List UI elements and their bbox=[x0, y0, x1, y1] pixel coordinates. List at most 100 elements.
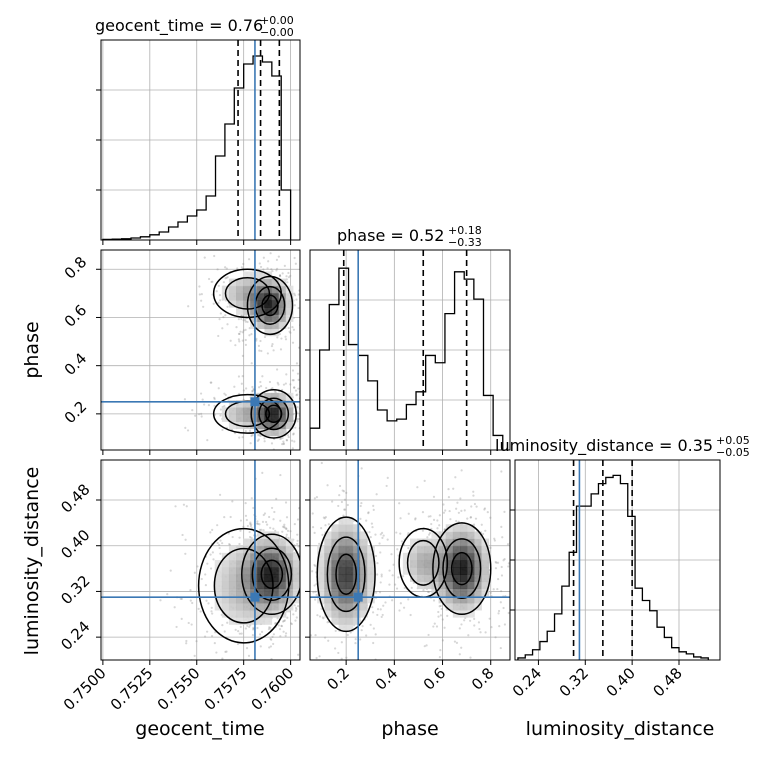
sample-point bbox=[201, 398, 204, 401]
density-x-tick-label: 0.4 bbox=[372, 664, 402, 694]
density-cell bbox=[228, 581, 237, 590]
density-cell bbox=[243, 552, 251, 561]
sample-point bbox=[427, 515, 430, 518]
sample-point bbox=[305, 496, 307, 498]
sample-point bbox=[212, 558, 215, 561]
sample-point bbox=[311, 615, 313, 617]
sample-point bbox=[371, 611, 375, 614]
sample-point bbox=[343, 508, 346, 511]
density-cell bbox=[271, 428, 280, 437]
title-phase-minus: −0.33 bbox=[448, 236, 482, 249]
sample-point bbox=[258, 262, 261, 265]
sample-point bbox=[257, 344, 260, 347]
sample-point bbox=[384, 601, 387, 604]
sample-point bbox=[305, 581, 307, 583]
sample-point bbox=[286, 616, 289, 619]
density-cell bbox=[257, 560, 265, 568]
title-luminosity-distance-plus: +0.05 bbox=[716, 434, 750, 447]
sample-point bbox=[297, 378, 300, 381]
sample-point bbox=[276, 267, 279, 270]
sample-point bbox=[224, 277, 227, 280]
sample-point bbox=[302, 571, 304, 573]
density-cell bbox=[431, 531, 440, 540]
density-cell bbox=[467, 567, 475, 575]
sample-point bbox=[423, 645, 426, 648]
sample-point bbox=[438, 605, 441, 608]
density-plot-area bbox=[101, 250, 304, 450]
sample-point bbox=[262, 513, 265, 517]
sample-point bbox=[206, 439, 209, 442]
sample-point bbox=[209, 531, 212, 534]
sample-point bbox=[224, 650, 227, 653]
sample-point bbox=[323, 687, 325, 689]
sample-point bbox=[302, 669, 304, 671]
sample-point bbox=[388, 569, 391, 572]
sample-point bbox=[391, 574, 394, 577]
sample-point bbox=[279, 274, 282, 278]
sample-point bbox=[250, 333, 253, 336]
density-cell bbox=[360, 552, 368, 561]
sample-point bbox=[251, 385, 254, 389]
sample-point bbox=[285, 536, 288, 539]
sample-point bbox=[236, 267, 239, 270]
density-cell bbox=[317, 560, 325, 568]
density-cell bbox=[285, 400, 294, 408]
density-cell bbox=[250, 285, 258, 294]
sample-point bbox=[493, 539, 496, 542]
sample-point bbox=[337, 504, 340, 508]
sample-point bbox=[516, 525, 518, 527]
sample-point bbox=[278, 437, 282, 440]
density-cell bbox=[360, 531, 368, 540]
sample-point bbox=[327, 639, 330, 642]
density-y-tick-label: 0.32 bbox=[57, 572, 93, 608]
density-cell bbox=[292, 567, 300, 575]
density-cell bbox=[271, 285, 280, 294]
density-cell bbox=[257, 617, 265, 625]
sample-point bbox=[238, 536, 241, 539]
sample-point bbox=[209, 567, 213, 570]
sample-point bbox=[320, 527, 323, 530]
density-cell bbox=[221, 567, 230, 575]
sample-point bbox=[407, 598, 410, 601]
sample-point bbox=[345, 491, 348, 494]
sample-point bbox=[252, 626, 255, 629]
sample-point bbox=[260, 349, 263, 353]
sample-point bbox=[237, 375, 241, 378]
sample-point bbox=[376, 561, 379, 565]
density-cell bbox=[481, 552, 490, 561]
sample-point bbox=[237, 318, 240, 321]
contour-line bbox=[212, 268, 282, 319]
sample-point bbox=[196, 565, 199, 568]
sample-point bbox=[294, 389, 298, 392]
density-cell bbox=[338, 602, 347, 611]
sample-point bbox=[500, 470, 503, 473]
sample-point bbox=[181, 533, 184, 537]
density-cell bbox=[410, 552, 418, 561]
sample-point bbox=[217, 301, 220, 304]
sample-point bbox=[302, 316, 304, 318]
sample-point bbox=[359, 504, 362, 508]
density-cell bbox=[424, 560, 432, 568]
sample-point bbox=[203, 256, 206, 259]
sample-point bbox=[443, 528, 446, 531]
sample-point bbox=[273, 661, 275, 663]
sample-point bbox=[454, 476, 457, 479]
density-cell bbox=[257, 545, 265, 554]
sample-point bbox=[360, 467, 363, 470]
sample-point bbox=[183, 398, 187, 401]
sample-point bbox=[395, 531, 398, 534]
sample-point bbox=[276, 381, 279, 384]
sample-point bbox=[396, 548, 399, 551]
density-cell bbox=[278, 595, 287, 604]
sample-point bbox=[256, 626, 259, 630]
sample-point bbox=[250, 362, 253, 365]
sample-point bbox=[223, 404, 226, 408]
sample-point bbox=[516, 613, 518, 615]
density-cell bbox=[467, 610, 475, 618]
density-cell bbox=[250, 307, 258, 315]
sample-point bbox=[251, 634, 254, 637]
density-cell bbox=[460, 574, 468, 582]
sample-point bbox=[259, 265, 263, 269]
sample-point bbox=[244, 429, 247, 433]
sample-point bbox=[495, 561, 498, 564]
